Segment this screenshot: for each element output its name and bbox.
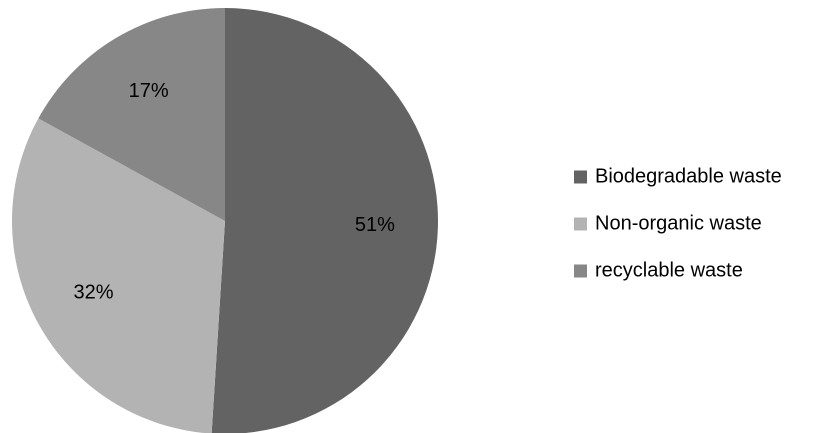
legend-swatch-1 xyxy=(574,170,587,184)
legend: Biodegradable waste Non-organic waste recy… xyxy=(574,165,782,281)
legend-label-2: Non-organic waste xyxy=(595,212,762,234)
legend-label-1: Biodegradable waste xyxy=(595,165,782,187)
data-label-2: 32% xyxy=(74,282,114,304)
pie-slice-3 xyxy=(38,8,225,221)
data-label-1: 51% xyxy=(355,214,395,236)
legend-swatch-2 xyxy=(574,217,587,231)
data-label-3: 17% xyxy=(129,80,169,102)
pie-slice-1 xyxy=(211,8,438,433)
pie-slice-2 xyxy=(11,118,225,433)
pie-data-labels: 51% 32% 17% xyxy=(74,80,396,303)
pie-slices xyxy=(11,8,438,433)
legend-label-3: recyclable waste xyxy=(595,259,743,281)
legend-swatch-3 xyxy=(574,264,587,278)
